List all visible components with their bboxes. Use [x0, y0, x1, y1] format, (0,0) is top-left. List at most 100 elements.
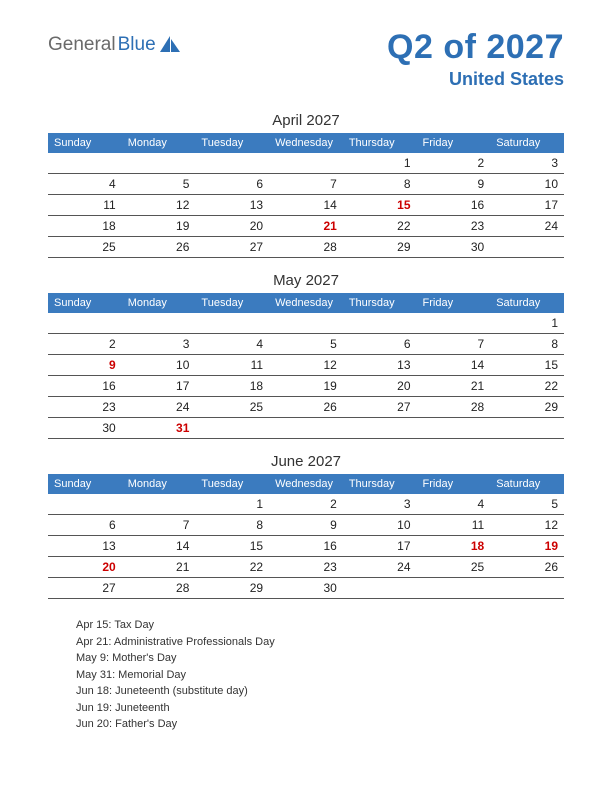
- calendar-cell: 14: [417, 355, 491, 376]
- calendar-cell: 28: [417, 397, 491, 418]
- calendar-cell: 27: [195, 237, 269, 258]
- calendar-cell: 24: [122, 397, 196, 418]
- calendar-cell: 21: [122, 557, 196, 578]
- calendar-cell: [343, 578, 417, 599]
- calendar-cell: 22: [195, 557, 269, 578]
- calendar-cell: 30: [417, 237, 491, 258]
- calendar-cell: 18: [417, 536, 491, 557]
- calendar-row: 12345: [48, 494, 564, 515]
- day-header: Friday: [417, 133, 491, 153]
- calendar-cell: 29: [343, 237, 417, 258]
- calendar-cell: 4: [48, 174, 122, 195]
- calendar-cell: [417, 578, 491, 599]
- calendar-row: 27282930: [48, 578, 564, 599]
- day-header: Thursday: [343, 474, 417, 494]
- calendar-cell: [195, 418, 269, 439]
- day-header: Monday: [122, 474, 196, 494]
- calendar-cell: 12: [269, 355, 343, 376]
- calendar-cell: 15: [343, 195, 417, 216]
- calendar-cell: 20: [195, 216, 269, 237]
- day-header: Sunday: [48, 474, 122, 494]
- calendar-cell: [490, 237, 564, 258]
- calendar-cell: 22: [343, 216, 417, 237]
- calendar-cell: 28: [269, 237, 343, 258]
- calendar-row: 9101112131415: [48, 355, 564, 376]
- calendar-cell: 30: [269, 578, 343, 599]
- day-header: Sunday: [48, 293, 122, 313]
- day-header: Monday: [122, 133, 196, 153]
- calendar-cell: 13: [48, 536, 122, 557]
- calendar-cell: 12: [490, 515, 564, 536]
- calendar-row: 11121314151617: [48, 195, 564, 216]
- calendar-row: 6789101112: [48, 515, 564, 536]
- calendar-row: 1: [48, 313, 564, 334]
- calendar-cell: 14: [122, 536, 196, 557]
- holiday-item: Jun 18: Juneteenth (substitute day): [76, 683, 564, 700]
- calendar-cell: 3: [122, 334, 196, 355]
- calendar-table: SundayMondayTuesdayWednesdayThursdayFrid…: [48, 133, 564, 258]
- calendar-cell: 23: [269, 557, 343, 578]
- calendar-row: 13141516171819: [48, 536, 564, 557]
- calendar-cell: 24: [343, 557, 417, 578]
- calendar-cell: 10: [122, 355, 196, 376]
- calendar-cell: [269, 313, 343, 334]
- calendar-cell: 28: [122, 578, 196, 599]
- calendar-cell: [122, 494, 196, 515]
- calendar-cell: 16: [417, 195, 491, 216]
- calendar-cell: 25: [417, 557, 491, 578]
- month-name: June 2027: [48, 453, 564, 470]
- calendar-row: 45678910: [48, 174, 564, 195]
- month-name: April 2027: [48, 112, 564, 129]
- calendar-cell: 11: [48, 195, 122, 216]
- calendar-cell: 30: [48, 418, 122, 439]
- calendar-cell: 19: [269, 376, 343, 397]
- calendar-cell: 20: [48, 557, 122, 578]
- calendar-cell: 9: [417, 174, 491, 195]
- day-header: Sunday: [48, 133, 122, 153]
- logo-sail-icon: [160, 36, 180, 52]
- calendar-cell: 11: [417, 515, 491, 536]
- calendar-cell: 5: [269, 334, 343, 355]
- calendars-container: April 2027 SundayMondayTuesdayWednesdayTh…: [48, 112, 564, 599]
- calendar-cell: 20: [343, 376, 417, 397]
- logo: General Blue: [48, 34, 180, 56]
- calendar-cell: 2: [48, 334, 122, 355]
- calendar-cell: 24: [490, 216, 564, 237]
- day-header: Saturday: [490, 474, 564, 494]
- calendar-cell: [48, 494, 122, 515]
- day-header: Wednesday: [269, 474, 343, 494]
- month-block: May 2027SundayMondayTuesdayWednesdayThur…: [48, 272, 564, 439]
- calendar-cell: 15: [195, 536, 269, 557]
- title-block: Q2 of 2027 United States: [387, 28, 564, 90]
- calendar-cell: 1: [343, 153, 417, 174]
- calendar-cell: 21: [269, 216, 343, 237]
- calendar-cell: 13: [195, 195, 269, 216]
- calendar-cell: 27: [343, 397, 417, 418]
- day-header: Wednesday: [269, 293, 343, 313]
- day-header: Monday: [122, 293, 196, 313]
- calendar-cell: 17: [490, 195, 564, 216]
- calendar-cell: 21: [417, 376, 491, 397]
- calendar-cell: [48, 153, 122, 174]
- calendar-row: 2345678: [48, 334, 564, 355]
- day-header: Saturday: [490, 133, 564, 153]
- calendar-cell: 23: [48, 397, 122, 418]
- calendar-cell: 3: [490, 153, 564, 174]
- page-header: General Blue Q2 of 2027 United States: [48, 28, 564, 90]
- calendar-cell: 26: [122, 237, 196, 258]
- calendar-cell: 5: [490, 494, 564, 515]
- day-header: Thursday: [343, 293, 417, 313]
- day-header: Wednesday: [269, 133, 343, 153]
- calendar-cell: 6: [48, 515, 122, 536]
- calendar-cell: 29: [195, 578, 269, 599]
- calendar-cell: 16: [269, 536, 343, 557]
- calendar-cell: 8: [195, 515, 269, 536]
- month-block: April 2027 SundayMondayTuesdayWednesdayTh…: [48, 112, 564, 258]
- calendar-cell: 6: [195, 174, 269, 195]
- calendar-cell: 15: [490, 355, 564, 376]
- day-header: Friday: [417, 474, 491, 494]
- calendar-cell: 13: [343, 355, 417, 376]
- calendar-cell: [343, 313, 417, 334]
- calendar-cell: 2: [417, 153, 491, 174]
- calendar-row: 23242526272829: [48, 397, 564, 418]
